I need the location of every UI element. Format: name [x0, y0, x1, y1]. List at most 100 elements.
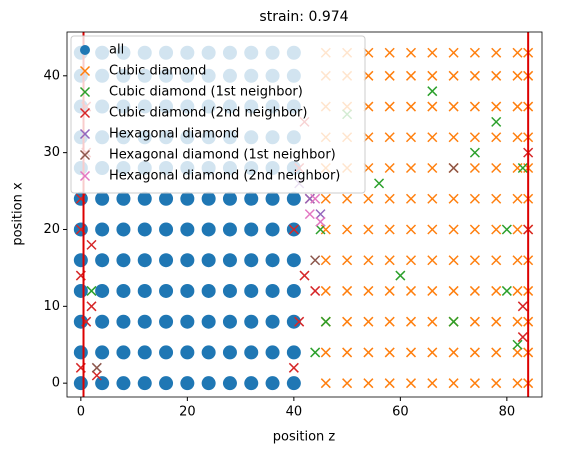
point [384, 132, 395, 143]
point [265, 345, 280, 360]
point [427, 132, 438, 143]
point [95, 253, 110, 268]
point [95, 314, 110, 329]
point [491, 255, 502, 266]
point [95, 345, 110, 360]
point [320, 193, 331, 204]
point [137, 191, 152, 206]
point [222, 345, 237, 360]
point [384, 316, 395, 327]
point [201, 376, 216, 391]
point [244, 222, 259, 237]
point [384, 162, 395, 174]
point [384, 378, 395, 389]
point [427, 347, 438, 358]
x-tick-label: 0 [77, 405, 85, 420]
point [286, 253, 301, 268]
point [469, 70, 480, 81]
point [265, 191, 280, 206]
point [180, 191, 195, 206]
x-tick-label: 80 [499, 405, 516, 420]
point [244, 191, 259, 206]
point [512, 378, 523, 389]
point [512, 347, 523, 358]
point [222, 191, 237, 206]
point [405, 193, 417, 204]
point [363, 255, 374, 266]
point [469, 347, 480, 358]
point [405, 347, 417, 358]
point [384, 347, 395, 358]
point [86, 285, 97, 296]
point [201, 222, 216, 237]
point [244, 345, 259, 360]
point [137, 376, 152, 391]
point [427, 47, 438, 58]
legend-label: Cubic diamond (2nd neighbor) [109, 106, 307, 121]
point [469, 147, 480, 158]
legend-label: Cubic diamond [109, 64, 206, 79]
point [95, 222, 110, 237]
point [244, 376, 259, 391]
point [395, 270, 406, 281]
point [469, 224, 480, 235]
point [201, 253, 216, 268]
legend-label: Hexagonal diamond (2nd neighbor) [109, 169, 340, 184]
point [79, 65, 91, 77]
point [427, 162, 438, 174]
point [512, 255, 523, 266]
point [294, 316, 305, 327]
point [222, 222, 237, 237]
point [512, 193, 523, 204]
point [222, 376, 237, 391]
point [116, 345, 131, 360]
point [265, 253, 280, 268]
point [80, 45, 90, 55]
point [286, 376, 301, 391]
point [469, 132, 480, 143]
point [159, 222, 174, 237]
point [286, 314, 301, 329]
point [469, 255, 480, 266]
axes-frame [66, 31, 543, 398]
point [95, 376, 110, 391]
point [469, 101, 480, 112]
point [448, 347, 459, 358]
point [512, 224, 523, 235]
point [159, 376, 174, 391]
point [491, 132, 502, 143]
point [405, 132, 417, 143]
point [310, 193, 321, 204]
point [448, 378, 459, 389]
point [86, 301, 97, 312]
point [180, 283, 195, 298]
point [384, 285, 395, 296]
x-tick-label: 60 [392, 405, 409, 420]
point [315, 216, 326, 227]
y-tick-label: 30 [43, 145, 60, 160]
point [517, 162, 528, 174]
point [405, 101, 417, 112]
point [384, 101, 395, 112]
point [73, 283, 88, 298]
point [342, 224, 353, 235]
point [79, 107, 91, 119]
point [342, 316, 353, 327]
point [79, 86, 91, 98]
point [491, 347, 502, 358]
point [86, 239, 97, 250]
point [222, 314, 237, 329]
point [512, 339, 523, 350]
point [201, 283, 216, 298]
legend-label: Hexagonal diamond (1st neighbor) [109, 148, 336, 163]
point [374, 178, 385, 189]
point [448, 255, 459, 266]
point [491, 116, 502, 127]
point [180, 376, 195, 391]
point [512, 316, 523, 327]
point [180, 222, 195, 237]
point [201, 314, 216, 329]
point [73, 253, 88, 268]
point [512, 101, 523, 112]
